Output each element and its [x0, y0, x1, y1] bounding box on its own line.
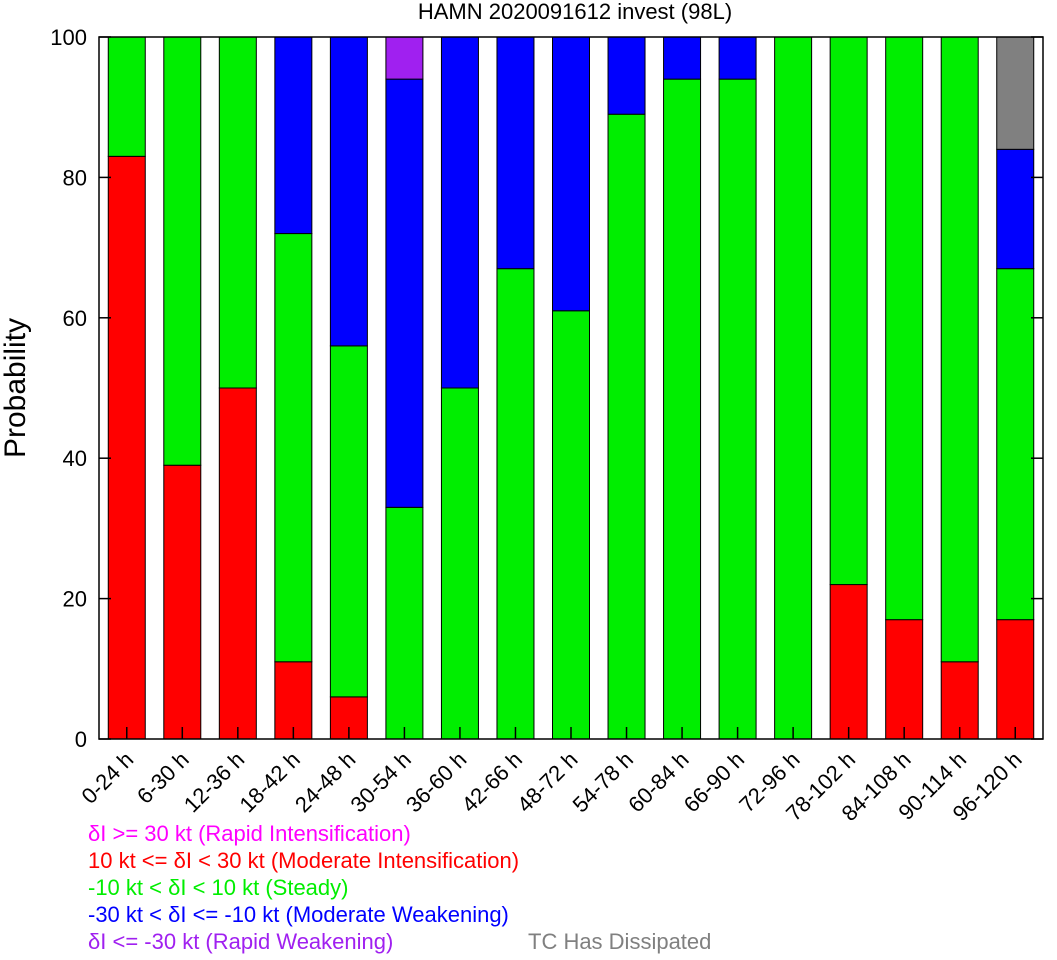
bar-steady-36-60h — [440, 387, 479, 740]
bars-group — [107, 36, 1035, 740]
legend-steady: -10 kt < δI < 10 kt (Steady) — [88, 875, 349, 900]
bar-steady-30-54h — [385, 506, 424, 740]
bar-steady-54-78h — [607, 113, 646, 740]
bar-moderate-intensification-12-36h — [218, 387, 257, 740]
bar-moderate-weakening-48-72h — [552, 36, 590, 312]
x-tick-label: 30-54 h — [345, 747, 415, 817]
legend-rapid-weakening: δI <= -30 kt (Rapid Weakening) — [88, 929, 394, 954]
legend-rapid-intensification: δI >= 30 kt (Rapid Intensification) — [88, 821, 411, 846]
legend-dissipated: TC Has Dissipated — [528, 929, 712, 954]
x-tick-label: 24-48 h — [290, 747, 360, 817]
bar-steady-12-36h — [218, 36, 257, 389]
bar-steady-24-48h — [329, 345, 368, 698]
x-tick-label: 42-66 h — [457, 747, 527, 817]
bar-moderate-intensification-6-30h — [163, 464, 202, 740]
legend-moderate-weakening: -30 kt < δI <= -10 kt (Moderate Weakenin… — [88, 902, 509, 927]
bar-moderate-intensification-84-108h — [885, 619, 924, 740]
axes-group — [98, 36, 1044, 740]
bar-moderate-weakening-42-66h — [496, 36, 535, 270]
bar-steady-66-90h — [718, 78, 757, 740]
bar-steady-18-42h — [274, 233, 313, 663]
x-tick-label: 18-42 h — [234, 747, 304, 817]
bar-moderate-intensification-96-120h — [996, 619, 1035, 740]
bar-moderate-weakening-24-48h — [329, 36, 368, 347]
chart-title: HAMN 2020091612 invest (98L) — [418, 0, 732, 24]
y-tick-label: 0 — [75, 727, 87, 752]
y-tick-label: 80 — [63, 165, 87, 190]
bar-moderate-intensification-18-42h — [274, 661, 313, 740]
x-tick-label: 12-36 h — [179, 747, 249, 817]
legend: δI >= 30 kt (Rapid Intensification) 10 k… — [88, 820, 711, 955]
bar-moderate-weakening-30-54h — [385, 78, 424, 508]
x-tick-label: 36-60 h — [401, 747, 471, 817]
bar-moderate-intensification-0-24h — [107, 155, 146, 740]
bar-steady-6-30h — [163, 36, 202, 466]
x-tick-label: 54-78 h — [568, 747, 638, 817]
bar-steady-42-66h — [496, 268, 535, 740]
bar-moderate-weakening-60-84h — [663, 36, 702, 80]
bar-moderate-weakening-96-120h — [996, 148, 1035, 270]
bar-steady-48-72h — [552, 310, 590, 740]
y-tick-label: 20 — [63, 587, 87, 612]
x-tick-label: 0-24 h — [77, 747, 139, 809]
x-tick-label: 48-72 h — [512, 747, 582, 817]
stacked-bar-chart: HAMN 2020091612 invest (98L) Probability… — [0, 0, 1044, 820]
bar-steady-60-84h — [663, 78, 702, 740]
bar-dissipated-96-120h — [996, 36, 1035, 150]
bar-rapid-weakening-30-54h — [385, 36, 424, 80]
y-axis-label: Probability — [0, 318, 32, 458]
bar-moderate-intensification-78-102h — [829, 584, 868, 740]
bar-steady-0-24h — [107, 36, 146, 157]
y-tick-label: 100 — [50, 25, 87, 50]
bar-steady-72-96h — [774, 36, 813, 740]
bar-steady-78-102h — [829, 36, 868, 586]
bar-steady-96-120h — [996, 268, 1035, 621]
x-tick-label: 60-84 h — [623, 747, 693, 817]
bar-steady-84-108h — [885, 36, 924, 621]
y-tick-label: 40 — [63, 446, 87, 471]
bar-steady-90-114h — [940, 36, 979, 663]
bar-moderate-weakening-54-78h — [607, 36, 646, 115]
y-tick-label: 60 — [63, 306, 87, 331]
bar-moderate-weakening-18-42h — [274, 36, 313, 235]
x-tick-label: 66-90 h — [679, 747, 749, 817]
bar-moderate-weakening-66-90h — [718, 36, 757, 80]
bar-moderate-weakening-36-60h — [440, 36, 479, 389]
legend-moderate-intensification: 10 kt <= δI < 30 kt (Moderate Intensific… — [88, 848, 520, 873]
